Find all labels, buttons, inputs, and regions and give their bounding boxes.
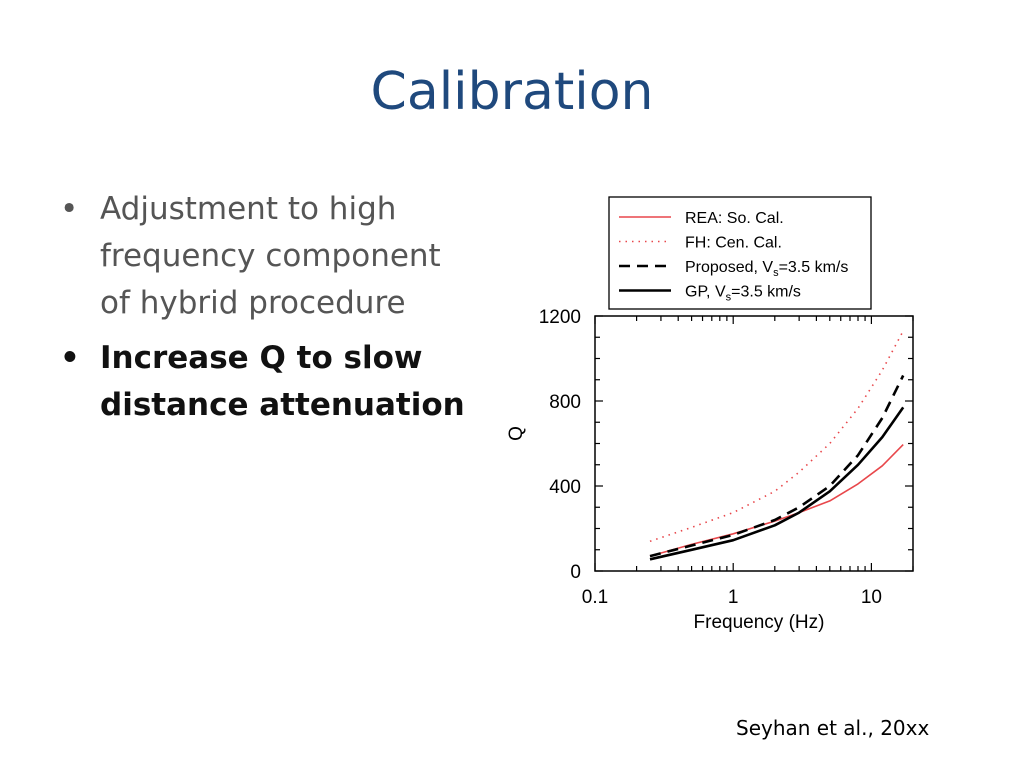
y-axis-label: Q	[506, 426, 527, 441]
legend-label-3: Proposed, Vs=3.5 km/s	[685, 259, 848, 279]
x-tick-label: 1	[728, 587, 739, 608]
legend-label-2: FH: Cen. Cal.	[685, 235, 782, 252]
x-axis-label: Frequency (Hz)	[694, 612, 825, 633]
bullet-item-2: Increase Q to slow distance attenuation	[58, 335, 478, 429]
series-line-4	[649, 406, 905, 561]
series-line-3	[649, 374, 905, 558]
bullet-item-1: Adjustment to high frequency component o…	[58, 186, 478, 327]
y-tick-label: 1200	[539, 307, 581, 328]
legend-label-4: GP, Vs=3.5 km/s	[685, 284, 801, 304]
bullet-list: Adjustment to high frequency component o…	[58, 186, 478, 437]
y-tick-label: 400	[549, 477, 581, 498]
series-line-2	[649, 330, 904, 543]
slide-title: Calibration	[370, 62, 654, 122]
citation: Seyhan et al., 20xx	[736, 716, 930, 740]
y-tick-label: 0	[570, 562, 581, 583]
x-tick-label: 0.1	[582, 587, 608, 608]
x-tick-label: 10	[861, 587, 882, 608]
legend-label-1: REA: So. Cal.	[685, 210, 784, 227]
series-line-1	[649, 444, 904, 557]
y-tick-label: 800	[549, 392, 581, 413]
